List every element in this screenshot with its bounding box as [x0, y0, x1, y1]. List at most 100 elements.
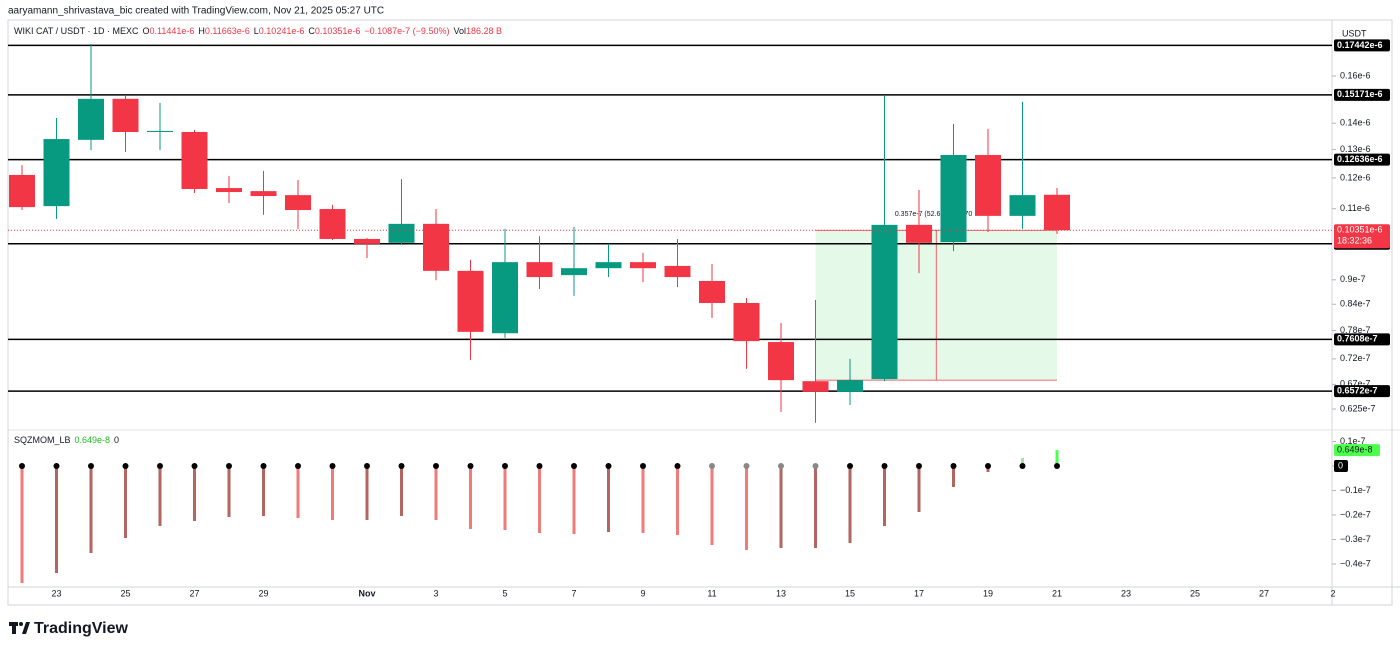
candle-body: [388, 223, 415, 243]
y-tick-label: 0.16e-6: [1340, 70, 1371, 80]
candle-body: [492, 262, 518, 334]
squeeze-dot: [916, 463, 922, 470]
candle-body: [78, 98, 104, 140]
candle-body: [733, 302, 760, 342]
squeeze-dot: [812, 463, 819, 470]
x-tick-label: 11: [707, 588, 716, 598]
squeeze-dot: [364, 463, 370, 470]
level-tag: [1334, 88, 1390, 101]
o-label: O: [143, 26, 150, 36]
y-tick-label: 0.1e-7: [1340, 436, 1366, 446]
currency: USDT: [1342, 28, 1367, 38]
squeeze-dot: [88, 463, 94, 470]
logo-stem: [12, 622, 16, 634]
candle-body: [457, 270, 484, 332]
x-tick-label: 7: [571, 588, 576, 598]
x-tick-label: 25: [1190, 588, 1200, 598]
squeeze-dot: [847, 463, 853, 470]
candle-body: [975, 155, 1001, 216]
candle-body: [354, 238, 380, 244]
logo-slash: [22, 622, 30, 634]
symbol: WIKI CAT / USDT · 1D · MEXC: [14, 26, 139, 36]
squeeze-dot: [1019, 463, 1026, 470]
c-label: C: [308, 26, 315, 36]
squeeze-dot: [571, 463, 577, 470]
candle-body: [9, 174, 35, 208]
candle-body: [181, 131, 208, 189]
y-tick-label: 0.84e-7: [1340, 299, 1371, 309]
squeeze-dot: [743, 463, 750, 470]
h-value: 0.11663e-6: [205, 26, 250, 36]
level-label: 0.7608e-7: [1337, 334, 1378, 344]
indicator-value: 0.649e-8: [75, 435, 111, 445]
x-tick-label: 29: [258, 588, 268, 598]
x-tick-label: 27: [1259, 588, 1269, 598]
legend: WIKI CAT / USDT · 1D · MEXC O0.11441e-6 H0…: [14, 26, 502, 36]
squeeze-dot: [640, 463, 646, 470]
level-label: 0.15171e-6: [1337, 89, 1383, 99]
candle-body: [423, 223, 449, 271]
squeeze-dot: [605, 463, 612, 470]
indicator-value-label: 0.649e-8: [1337, 444, 1373, 454]
o-value: 0.11441e-6: [150, 26, 195, 36]
indicator-name: SQZMOM_LB: [14, 435, 71, 445]
candle-body: [112, 98, 139, 132]
vol-value: 186.28 B: [466, 26, 502, 36]
candle-body: [906, 224, 932, 243]
squeeze-dot: [295, 463, 301, 470]
candle-body: [1044, 194, 1070, 231]
change: −0.1087e-7 (−9.50%): [364, 26, 449, 36]
squeeze-dot: [260, 463, 267, 470]
y-tick-label: 0.12e-6: [1340, 172, 1371, 182]
logo-dot: [19, 622, 23, 626]
y-tick-label: 0.11e-6: [1340, 203, 1370, 213]
candle-body: [1009, 195, 1036, 216]
x-tick-label: 2: [1330, 588, 1335, 598]
x-tick-label: 23: [1121, 588, 1131, 598]
y-tick-label: 0.625e-7: [1340, 403, 1376, 413]
x-tick-label: 19: [983, 588, 993, 598]
squeeze-dot: [157, 463, 163, 470]
y-tick-label: −0.2e-7: [1340, 509, 1371, 519]
indicator-legend: SQZMOM_LB 0.649e-8 0: [14, 435, 119, 445]
candle-body: [871, 224, 898, 380]
squeeze-dot: [1054, 463, 1060, 470]
x-tick-label: 27: [189, 588, 199, 598]
chart-border: [7, 19, 1393, 606]
squeeze-dot: [536, 463, 543, 470]
measure-label: 0.357e-7 (52.60%) 3,570: [895, 211, 973, 218]
squeeze-dot: [674, 463, 681, 470]
level-tag: [1334, 39, 1390, 52]
candle-body: [285, 195, 311, 211]
squeeze-dot: [985, 463, 991, 470]
credit: aaryamann_shrivastava_bic created with T…: [8, 6, 384, 17]
y-tick-label: 0.72e-7: [1340, 353, 1371, 363]
candle-body: [664, 265, 691, 278]
candle-body: [768, 342, 794, 381]
indicator-value-tag: [1334, 444, 1380, 457]
countdown: 18:32:36: [1337, 236, 1372, 246]
y-tick-label: −0.1e-7: [1340, 485, 1371, 495]
squeeze-dot: [398, 463, 405, 470]
l-label: L: [254, 26, 259, 36]
squeeze-dot: [19, 463, 25, 470]
squeeze-dot: [502, 463, 508, 470]
squeeze-dot: [778, 463, 784, 470]
candle-body: [43, 139, 70, 207]
squeeze-dot: [329, 463, 336, 470]
level-label: 0.6572e-7: [1337, 386, 1378, 396]
last-price-label: 0.10351e-6: [1337, 225, 1383, 235]
y-tick-label: 0.67e-7: [1340, 379, 1371, 389]
y-tick-label: −0.3e-7: [1340, 534, 1371, 544]
candle-body: [526, 262, 553, 278]
candle-body: [250, 191, 277, 197]
x-tick-label: 17: [914, 588, 924, 598]
zero-tag: [1334, 460, 1348, 473]
level-tag: [1334, 333, 1390, 346]
squeeze-dot: [881, 463, 888, 470]
y-tick-label: 0.13e-6: [1340, 144, 1371, 154]
x-tick-label: 9: [640, 588, 645, 598]
l-value: 0.10241e-6: [259, 26, 305, 36]
candle-body: [595, 262, 622, 269]
